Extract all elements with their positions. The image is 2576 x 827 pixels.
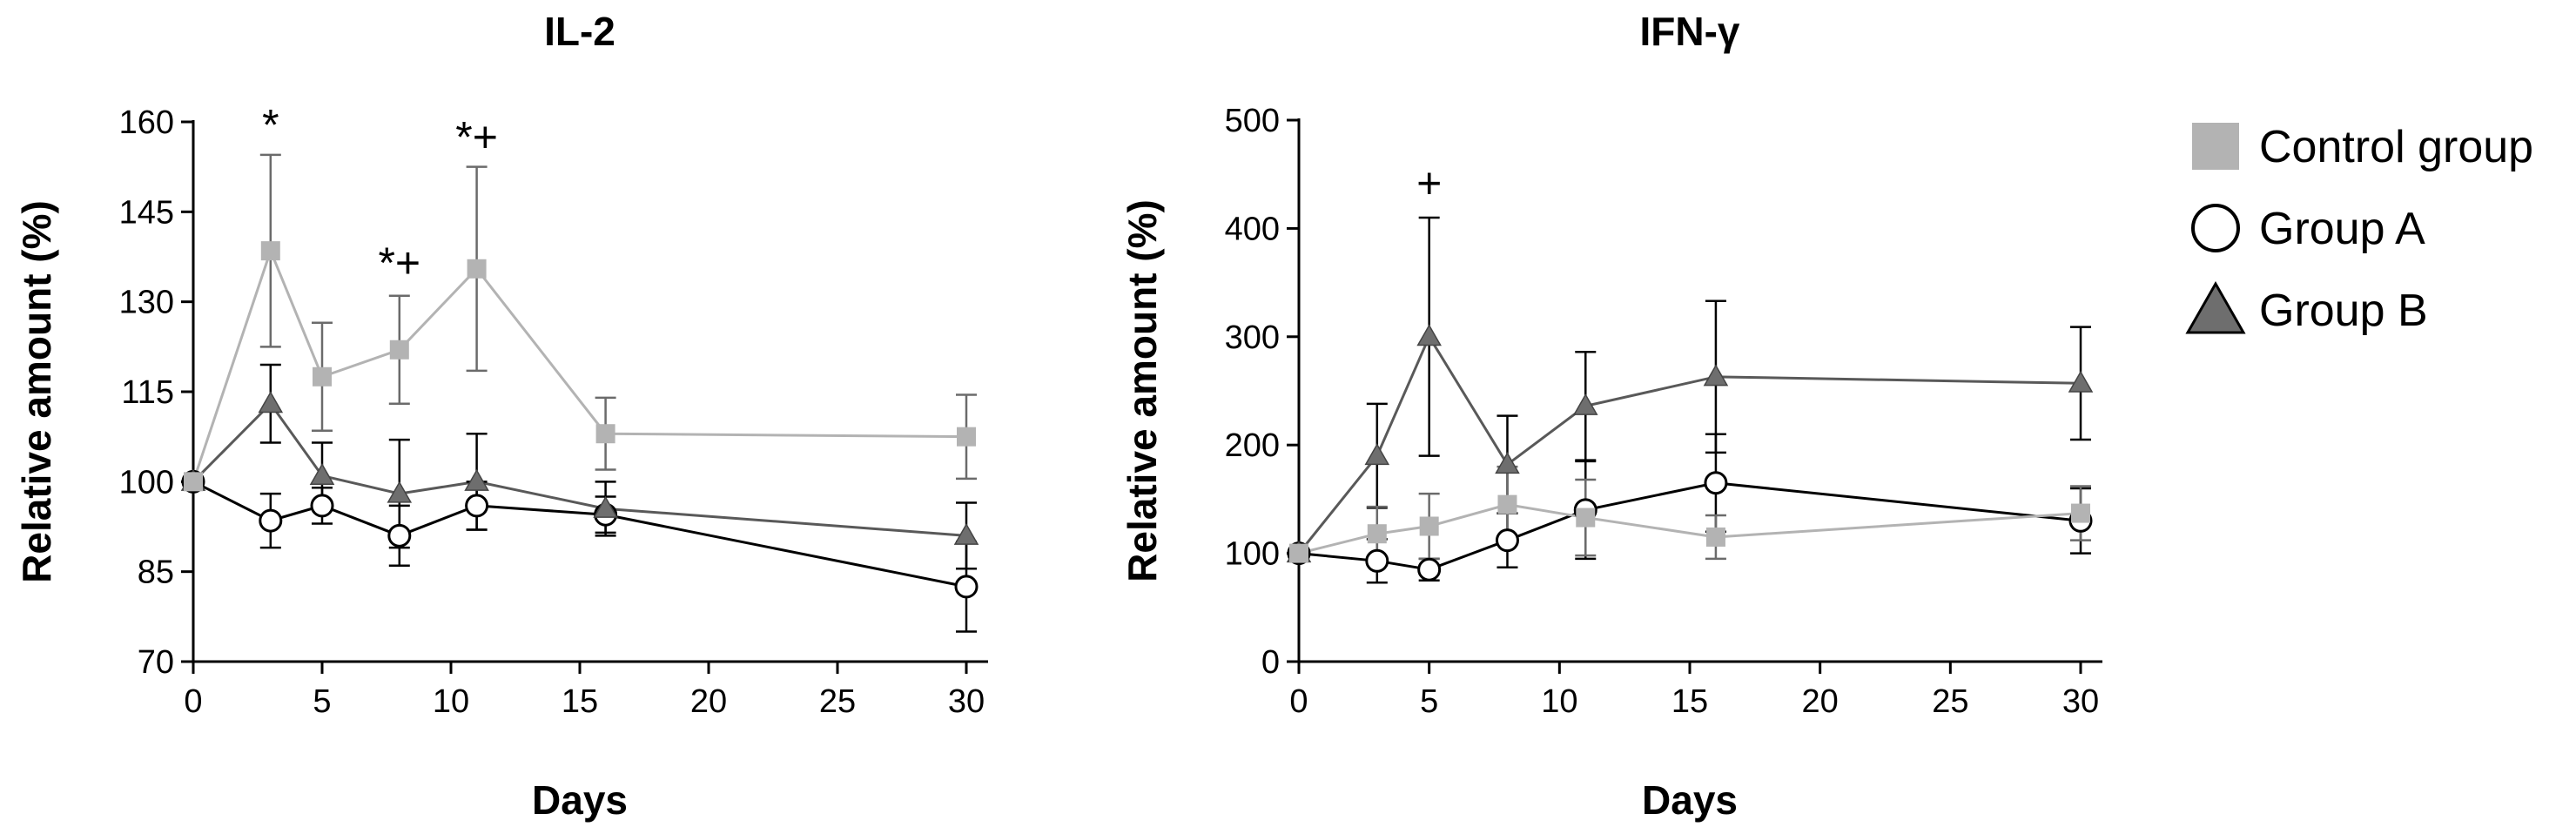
x-tick-label: 15 <box>1671 683 1708 720</box>
x-tick-label: 5 <box>313 683 331 720</box>
x-axis-title: Days <box>1642 777 1738 823</box>
y-tick-label: 100 <box>119 464 174 501</box>
x-tick-label: 20 <box>690 683 727 720</box>
data-point-group-b <box>1416 324 1442 346</box>
y-tick-label: 200 <box>1225 427 1280 464</box>
data-point-control-group <box>389 340 409 360</box>
y-tick-label: 300 <box>1225 319 1280 356</box>
significance-marker: *+ <box>378 239 420 287</box>
data-point-group-a <box>259 508 283 533</box>
data-point-group-b <box>1572 393 1598 415</box>
panel-il2: IL-2 70 85 100 115 130 145 160 0 5 10 15 20 25 30 Days R… <box>14 9 988 823</box>
x-tick-label: 25 <box>819 683 856 720</box>
y-tick-label: 130 <box>119 285 174 321</box>
y-tick-label: 0 <box>1261 644 1280 681</box>
x-tick-label: 10 <box>1541 683 1577 720</box>
legend-label-group-b: Group B <box>2259 286 2428 336</box>
data-point-control-group <box>260 241 280 261</box>
data-point-group-b <box>309 462 335 485</box>
x-tick-label: 5 <box>1420 683 1438 720</box>
data-point-group-b <box>464 468 489 491</box>
chart-title: IL-2 <box>544 9 615 54</box>
significance-marker: *+ <box>455 112 498 161</box>
data-point-group-a <box>1365 548 1389 573</box>
data-point-control-group <box>313 366 332 387</box>
data-point-group-b <box>1495 452 1520 474</box>
series-line-group-a <box>1298 481 2082 571</box>
legend: Control group Group A Group B <box>2185 122 2533 336</box>
data-point-group-b <box>258 391 284 414</box>
legend-label-control-group: Control group <box>2259 122 2533 172</box>
series-line-control-group <box>1298 503 2082 555</box>
data-point-control-group <box>957 427 976 447</box>
data-point-group-b <box>2068 370 2094 393</box>
legend-marker-control-group <box>2192 123 2239 170</box>
significance-marker: + <box>1416 159 1442 208</box>
data-point-group-a <box>1495 528 1519 553</box>
data-point-group-b <box>1364 443 1390 466</box>
y-axis-title: Relative amount (%) <box>14 200 59 583</box>
y-tick-label: 160 <box>119 104 174 141</box>
data-point-group-b <box>1703 364 1729 387</box>
y-tick-label: 500 <box>1225 103 1280 139</box>
x-tick-label: 30 <box>2062 683 2099 720</box>
x-tick-label: 25 <box>1932 683 1968 720</box>
x-tick-label: 0 <box>1289 683 1308 720</box>
series-line-control-group <box>192 246 967 482</box>
data-point-group-a <box>465 494 489 518</box>
data-point-control-group <box>1289 543 1308 563</box>
data-point-control-group <box>595 424 615 444</box>
data-point-control-group <box>2071 503 2090 523</box>
data-point-group-b <box>387 481 413 503</box>
y-tick-label: 85 <box>138 555 174 591</box>
panel-ifn-gamma: IFN-γ 0 100 200 300 400 500 0 5 10 15 20 25 30 Days Rel… <box>1120 9 2102 823</box>
data-point-group-a <box>1704 471 1728 495</box>
series-line-group-a <box>192 480 967 588</box>
data-point-control-group <box>184 472 203 492</box>
y-tick-label: 145 <box>119 194 174 231</box>
series-line-group-b <box>192 401 967 537</box>
data-point-group-a <box>387 523 412 548</box>
data-point-control-group <box>1419 516 1439 536</box>
data-point-control-group <box>1705 527 1725 547</box>
chart-title: IFN-γ <box>1640 9 1740 54</box>
x-tick-label: 10 <box>433 683 469 720</box>
x-axis-title: Days <box>532 777 628 823</box>
data-point-control-group <box>1367 524 1387 544</box>
data-point-group-b <box>953 522 979 545</box>
y-tick-label: 70 <box>138 644 174 681</box>
legend-marker-group-b <box>2185 280 2246 334</box>
data-point-group-a <box>310 494 334 518</box>
y-axis-title: Relative amount (%) <box>1120 199 1165 582</box>
data-point-control-group <box>467 259 487 279</box>
y-tick-label: 115 <box>121 374 174 411</box>
significance-marker: * <box>262 101 279 150</box>
y-tick-label: 400 <box>1225 211 1280 247</box>
legend-label-group-a: Group A <box>2259 204 2425 254</box>
y-tick-label: 100 <box>1225 536 1280 573</box>
x-tick-label: 0 <box>184 683 202 720</box>
data-point-group-b <box>593 495 618 518</box>
x-tick-label: 20 <box>1802 683 1839 720</box>
x-tick-label: 30 <box>948 683 985 720</box>
data-point-control-group <box>1576 508 1596 528</box>
data-point-group-a <box>954 575 979 599</box>
data-point-group-a <box>1417 557 1442 582</box>
data-point-control-group <box>1497 494 1517 514</box>
legend-marker-group-a <box>2191 204 2240 252</box>
x-tick-label: 15 <box>562 683 598 720</box>
